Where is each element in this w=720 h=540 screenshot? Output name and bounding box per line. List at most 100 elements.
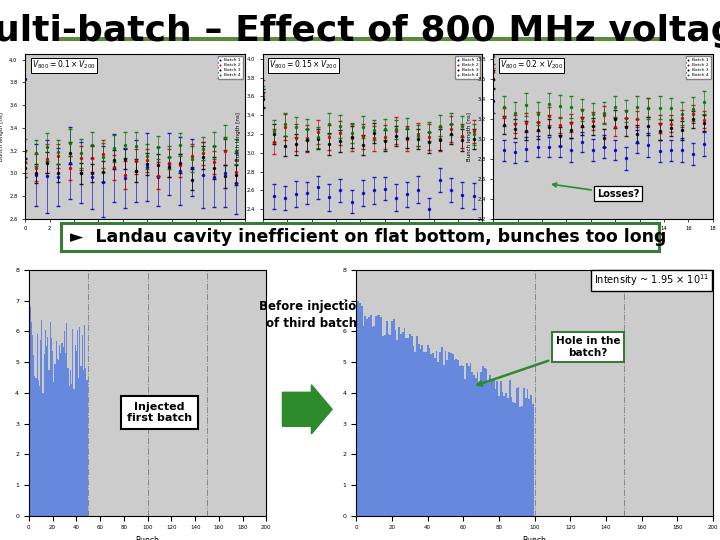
Y-axis label: Bunch length [ns]: Bunch length [ns] [0,112,4,161]
Bar [356,307,357,516]
Bar [496,381,498,516]
Bar [416,336,418,516]
Bar [439,352,441,516]
Bar [526,389,528,516]
Bar [457,360,459,516]
Bar [482,366,484,516]
Bar [414,352,416,516]
Bar [400,334,402,516]
Bar [57,359,58,516]
Bar [81,335,83,516]
Bar [428,348,431,516]
Bar [390,335,391,516]
Legend: Batch 1, Batch 2, Batch 3, Batch 4: Batch 1, Batch 2, Batch 3, Batch 4 [217,56,243,79]
Bar [393,320,395,516]
Bar [68,386,70,516]
Y-axis label: Bunch length [ns]: Bunch length [ns] [236,112,241,161]
Bar [434,357,436,516]
Bar [513,402,514,516]
Bar [76,351,77,516]
Bar [73,389,75,516]
Bar [53,382,54,516]
Bar [405,338,408,516]
Bar [37,380,39,516]
Bar [528,399,530,516]
Bar [386,321,387,516]
Bar [477,373,479,516]
Bar [40,340,41,516]
X-axis label: Time [s]: Time [s] [590,237,616,242]
Bar [50,322,51,516]
Bar [361,306,363,516]
Bar [33,355,34,516]
Bar [48,370,50,516]
Bar [45,330,46,516]
Bar [443,364,445,516]
Bar [446,360,448,516]
Bar [60,354,61,516]
Bar [397,340,398,516]
Bar [39,386,40,516]
Bar [370,315,372,516]
Bar [71,384,72,516]
Bar [64,331,65,516]
Bar [425,352,427,516]
Text: Intensity ~ 1.95 × 10$^{11}$: Intensity ~ 1.95 × 10$^{11}$ [594,273,709,288]
Bar [461,365,462,516]
Bar [34,376,35,516]
Bar [518,387,519,516]
Bar [391,321,393,516]
Legend: Batch 1, Batch 2, Batch 3, Batch 4: Batch 1, Batch 2, Batch 3, Batch 4 [685,56,711,79]
Bar [63,347,64,516]
Bar [516,388,518,516]
Bar [30,322,32,516]
Bar [454,360,455,516]
Bar [86,380,88,516]
Bar [509,380,510,516]
Bar [363,326,364,516]
Bar [78,377,79,516]
Bar [357,301,359,516]
Bar [445,352,446,516]
Bar [432,353,434,516]
Bar [451,354,454,516]
Bar [35,377,37,516]
Bar [379,314,380,516]
Bar [423,352,425,516]
Bar [77,330,78,516]
Bar [495,389,496,516]
Bar [421,345,423,516]
X-axis label: Time [s]: Time [s] [122,237,148,242]
Bar [384,335,386,516]
Bar [42,393,44,516]
Bar [44,354,45,516]
Bar [491,381,492,516]
Bar [525,399,526,516]
Bar [487,383,489,516]
Text: Multi-batch – Effect of 800 MHz voltage: Multi-batch – Effect of 800 MHz voltage [0,14,720,48]
Bar [498,396,500,516]
Bar [532,404,534,516]
X-axis label: Time [s]: Time [s] [360,237,385,242]
Bar [55,341,57,516]
Bar [377,315,379,516]
Text: $V_{800} = 0.15 \times V_{200}$: $V_{800} = 0.15 \times V_{200}$ [269,59,338,71]
Bar [75,345,76,516]
Bar [65,353,66,516]
Y-axis label: Bunch length [ns]: Bunch length [ns] [467,112,472,161]
Bar [84,325,85,516]
Bar [505,393,507,516]
Bar [58,360,59,516]
Bar [404,328,405,516]
Bar [468,366,469,516]
Bar [46,346,48,516]
Bar [85,368,86,516]
Bar [382,336,384,516]
Bar [438,362,439,516]
Bar [519,407,521,516]
Bar [374,326,375,516]
Bar [507,397,509,516]
Bar [395,330,397,516]
Bar [359,303,361,516]
Text: Injected
first batch: Injected first batch [127,402,192,423]
